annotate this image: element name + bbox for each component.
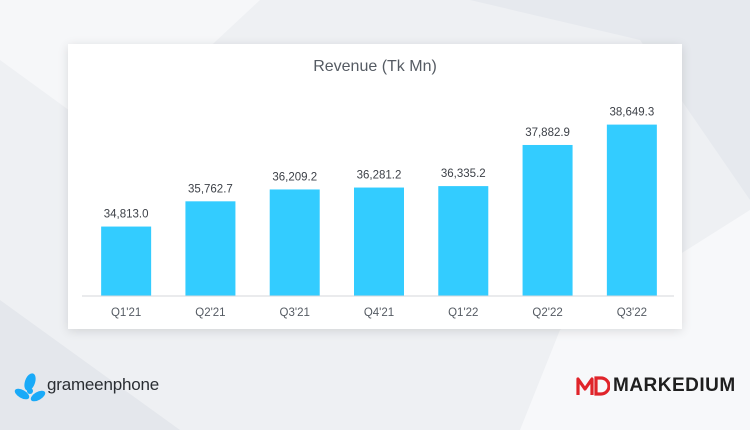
x-tick-label: Q1'22 [448,307,478,319]
x-tick-label: Q2'22 [532,307,562,319]
x-tick-label: Q1'21 [111,307,141,319]
data-label: 36,281.2 [357,170,402,182]
data-label: 36,209.2 [272,171,317,183]
data-label: 37,882.9 [525,127,570,139]
bar-Q1'22 [438,186,489,296]
bar-Q2'21 [185,201,236,296]
markedium-logo-text: MARKEDIUM [613,375,736,396]
x-tick-label: Q3'22 [617,307,647,319]
chart-title: Revenue (Tk Mn) [313,58,437,75]
data-label: 34,813.0 [104,209,149,221]
grameenphone-logo-text: grameenphone [47,375,159,394]
data-label: 35,762.7 [188,183,233,195]
x-tick-label: Q3'21 [280,307,310,319]
markedium-logo-mark [576,375,611,402]
data-label: 38,649.3 [609,107,654,119]
x-tick-label: Q2'21 [195,307,225,319]
bar-Q3'21 [269,189,320,296]
bar-Q4'21 [354,187,404,296]
data-label: 36,335.2 [441,168,486,180]
bar-chart: 34,813.0 Q1'21 35,762.7 Q2'21 36,209.2 Q3'21 3… [82,107,674,319]
bar-Q1'21 [101,226,152,296]
bar-Q3'22 [606,124,657,297]
x-tick-label: Q4'21 [364,307,394,319]
telenor-propeller-icon [14,373,46,402]
bar-Q2'22 [522,144,573,296]
chart-card: Revenue (Tk Mn) 34,813.0 Q1'21 35,762.7 Q2'… [68,44,682,329]
grameenphone-logo [14,373,46,402]
